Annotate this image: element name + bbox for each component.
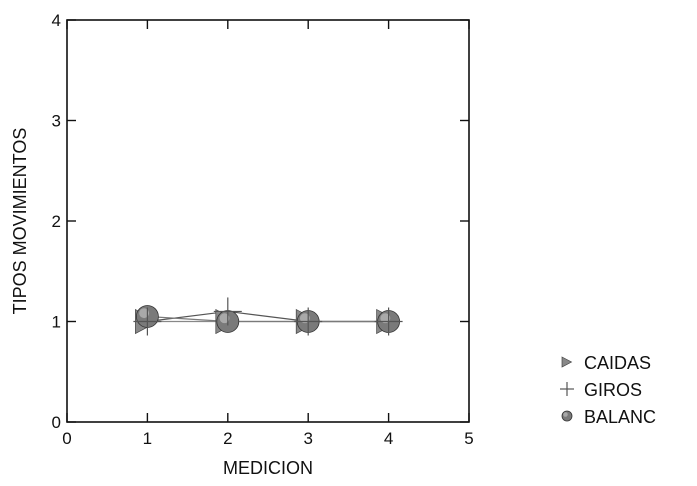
legend: CAIDAS GIROS BALANC [560,353,656,427]
x-tick-label-0: 0 [62,429,71,448]
x-tick-label-1: 1 [143,429,152,448]
point-balanc-2 [296,310,320,333]
y-tick-label-2: 2 [52,212,61,231]
legend-marker-giros [560,382,574,396]
point-giros-0 [133,307,162,336]
legend-marker-caidas [561,356,573,368]
y-tick-label-3: 3 [52,112,61,131]
axis-ticks [66,19,470,423]
x-tick-label-2: 2 [223,429,232,448]
legend-label-balanc: BALANC [584,407,656,427]
point-giros-1 [213,297,242,326]
legend-item-caidas: CAIDAS [561,353,651,373]
x-tick-label-5: 5 [464,429,473,448]
series-markers [133,297,403,336]
y-axis-title: TIPOS MOVIMIENTOS [10,128,30,315]
series-line-giros [147,310,389,323]
x-tick-labels: 0 1 2 3 4 5 [62,429,473,448]
y-tick-label-4: 4 [52,11,61,30]
legend-item-giros: GIROS [560,380,642,400]
point-giros-3 [374,307,403,336]
legend-label-caidas: CAIDAS [584,353,651,373]
x-tick-label-4: 4 [384,429,393,448]
legend-item-balanc: BALANC [561,407,656,427]
point-giros-2 [294,307,323,336]
series-lines [147,310,389,323]
x-tick-label-3: 3 [303,429,312,448]
legend-marker-balanc [561,410,573,422]
y-tick-label-1: 1 [52,313,61,332]
legend-label-giros: GIROS [584,380,642,400]
plot-frame [66,19,470,423]
y-tick-labels: 0 1 2 3 4 [52,11,61,432]
series-line-balanc [147,315,389,323]
y-tick-label-0: 0 [52,413,61,432]
x-axis-title: MEDICION [223,458,313,478]
